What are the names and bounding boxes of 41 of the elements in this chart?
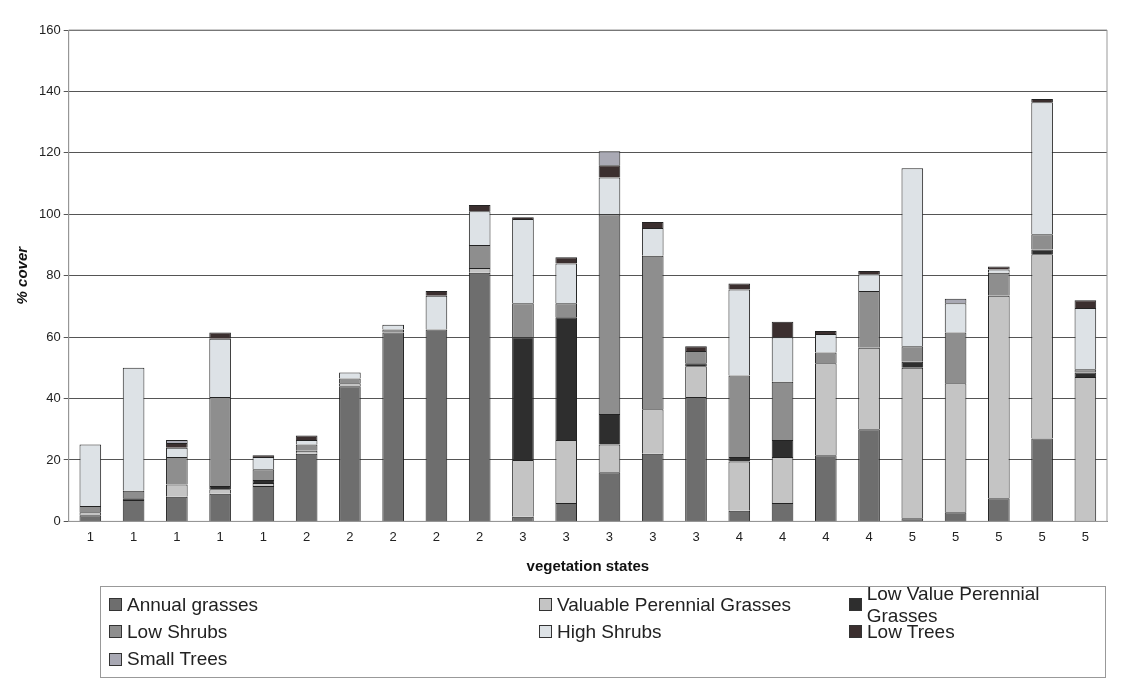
x-tick-label: 3 [605, 528, 614, 544]
x-tick-label: 3 [519, 528, 527, 544]
x-tick-label: 3 [692, 528, 700, 544]
y-tick-label: 40 [46, 390, 61, 406]
x-axis-title: vegetation states [526, 557, 650, 575]
legend-label: Low Shrubs [126, 619, 229, 644]
x-tick-label: 1 [259, 528, 267, 544]
x-tick-label: 5 [951, 528, 960, 544]
y-axis-title: % cover [13, 245, 31, 305]
x-tick-label: 5 [995, 528, 1003, 544]
y-tick-label: 60 [46, 328, 61, 344]
x-tick-label: 1 [173, 528, 181, 544]
x-tick-label: 1 [216, 528, 224, 544]
x-tick-label: 4 [865, 528, 873, 544]
legend-label: Low Value Perennial Grasses [865, 582, 1041, 626]
legend-label: Valuable Perennial Grasses [556, 592, 793, 617]
x-tick-label: 4 [735, 528, 743, 544]
y-tick-label: 120 [38, 144, 61, 160]
x-tick-label: 2 [476, 528, 484, 544]
x-tick-label: 2 [303, 528, 311, 544]
x-tick-label: 2 [432, 528, 441, 544]
x-tick-label: 3 [562, 528, 570, 544]
y-tick-label: 160 [38, 21, 61, 37]
legend-label: High Shrubs [556, 619, 663, 644]
y-tick-label: 140 [38, 83, 61, 98]
legend-label: Small Trees [126, 647, 229, 672]
x-tick-label: 5 [1081, 528, 1089, 544]
y-tick-label: 0 [53, 512, 61, 528]
x-tick-label: 5 [1038, 528, 1046, 544]
x-tick-label: 1 [129, 528, 138, 544]
x-tick-label: 2 [346, 528, 354, 544]
x-tick-label: 3 [649, 528, 657, 544]
x-tick-label: 2 [389, 528, 397, 544]
y-tick-label: 100 [38, 205, 61, 221]
x-tick-label: 4 [822, 528, 830, 544]
x-tick-label: 1 [86, 528, 94, 544]
legend-label: Annual grasses [126, 592, 259, 617]
x-tick-label: 5 [908, 528, 916, 544]
y-tick-label: 80 [46, 267, 61, 283]
y-tick-label: 20 [46, 451, 61, 467]
x-tick-label: 4 [778, 528, 787, 544]
